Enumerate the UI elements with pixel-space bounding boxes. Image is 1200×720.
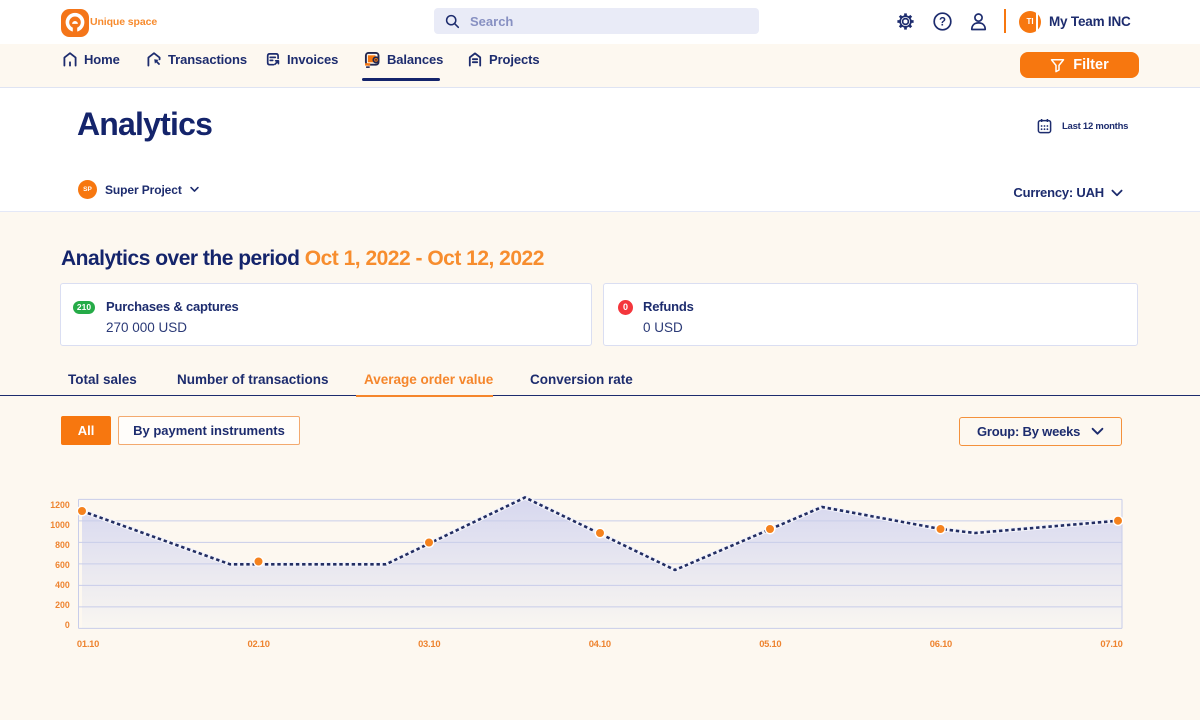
svg-text:01.10: 01.10 xyxy=(77,638,99,649)
svg-text:06.10: 06.10 xyxy=(930,638,952,649)
svg-text:02.10: 02.10 xyxy=(247,638,269,649)
svg-text:400: 400 xyxy=(55,580,70,590)
svg-text:1000: 1000 xyxy=(50,520,70,530)
svg-text:200: 200 xyxy=(55,600,70,610)
svg-text:1200: 1200 xyxy=(50,500,70,510)
svg-text:04.10: 04.10 xyxy=(589,638,611,649)
svg-text:05.10: 05.10 xyxy=(759,638,781,649)
svg-text:07.10: 07.10 xyxy=(1100,638,1122,649)
svg-text:?: ? xyxy=(939,17,946,29)
svg-text:0: 0 xyxy=(65,620,70,630)
svg-text:800: 800 xyxy=(55,540,70,550)
svg-text:03.10: 03.10 xyxy=(418,638,440,649)
svg-text:600: 600 xyxy=(55,560,70,570)
